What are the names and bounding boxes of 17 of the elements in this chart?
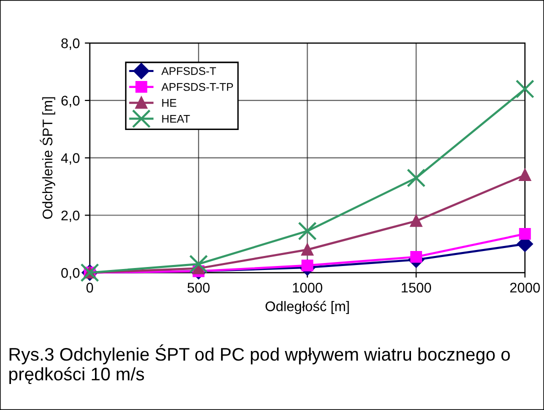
y-tick-label: 6,0: [61, 96, 80, 108]
y-tick-label: 2,0: [61, 210, 80, 222]
x-tick-label: 500: [188, 282, 210, 293]
text: Rys.3 Odchylenie ŚPT od PC pod wpływem wiatru bocznego o prędkości 10 m/s: [9, 344, 510, 384]
x-tick-label: 1000: [292, 282, 322, 293]
y-tick-label: 8,0: [61, 38, 80, 50]
legend-label: APFSDS-T-TP: [161, 83, 233, 91]
legend-label: HE: [162, 99, 176, 107]
legend-label: APFSDS-T: [161, 67, 216, 75]
legend-label: HEAT: [162, 114, 190, 123]
y-tick-label: 4,0: [61, 153, 80, 165]
y-axis-title: Odchylenie ŚPT [m]: [40, 97, 56, 219]
x-axis-title: Odległość [m]: [266, 300, 349, 314]
x-tick-label: 2000: [510, 282, 540, 293]
y-tick-label: 0,0: [61, 268, 80, 280]
x-tick-label: 0: [86, 282, 94, 293]
x-tick-label: 1500: [402, 282, 432, 293]
